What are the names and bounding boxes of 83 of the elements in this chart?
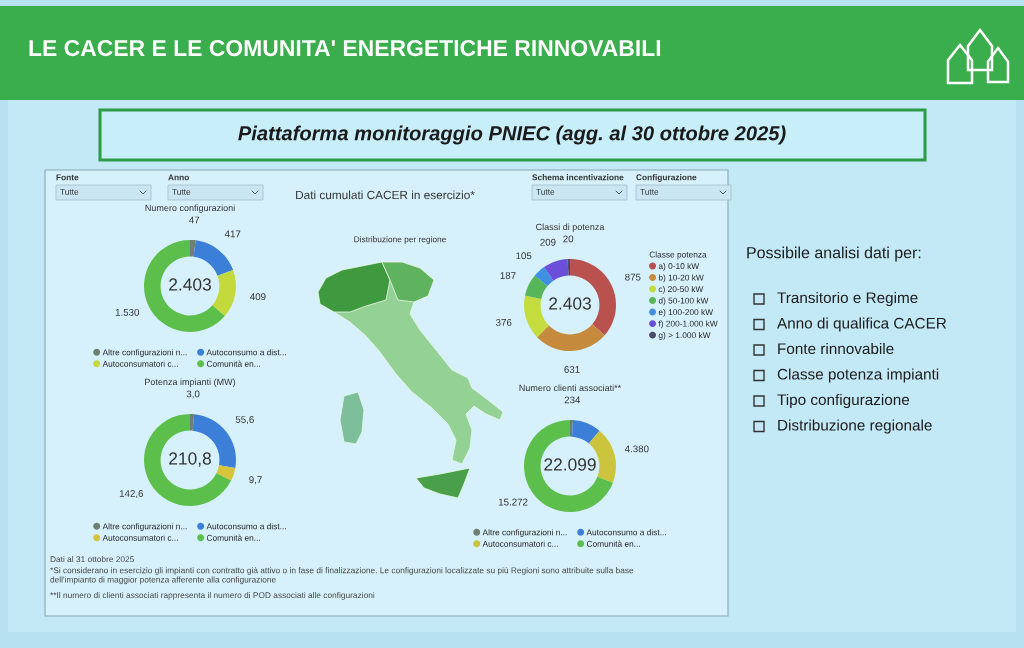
text: Piattaforma monitoraggio PNIEC (agg. al 30 ottobre 2025) — [238, 125, 786, 145]
legend-label: Autoconsumatori c... — [102, 534, 178, 541]
text: 210,8 — [169, 452, 211, 467]
text: Possibile analisi dati per: — [747, 246, 921, 262]
text: Anno — [168, 174, 189, 181]
legend-label: Autoconsumo a dist... — [586, 529, 666, 536]
donut-slice — [524, 295, 549, 338]
data-label: 105 — [516, 252, 532, 260]
donut-slice — [190, 414, 195, 431]
legend-label: Autoconsumatori c... — [482, 540, 558, 547]
legend-label: b) 10-20 kW — [658, 274, 704, 283]
data-label: 9,7 — [249, 476, 262, 485]
legend-label: g) > 1.000 kW — [658, 332, 711, 340]
chart-title: Potenza impianti (MW) — [145, 378, 236, 387]
legend-label: Altre configurazioni n... — [102, 349, 187, 357]
text: *Si considerano in esercizio gli impianti con contratto già attivo o in fase di finalizzazione. Le configurazioni localizzate su più Regioni sono attribuite sulla base dell'impianto di maggior potenza afferente alla configurazione — [50, 567, 634, 585]
text: Dati al 31 ottobre 2025 — [50, 556, 134, 563]
donut-slice — [567, 259, 570, 276]
legend-label: Comunità en... — [586, 540, 640, 547]
text: Dati cumulati CACER in esercizio* — [296, 190, 475, 200]
legend-label: f) 200-1.000 kW — [658, 320, 718, 329]
text: Schema incentivazione — [532, 174, 624, 181]
donut-slice — [537, 324, 605, 351]
text: **Il numero di clienti associati rappresenta il numero di POD associati alle configurazioni — [50, 592, 375, 600]
data-label: 3,0 — [186, 390, 200, 399]
chart-title: Numero clienti associati** — [519, 384, 622, 392]
data-label: 376 — [496, 318, 512, 326]
data-label: 15.272 — [498, 498, 528, 506]
data-label: 631 — [564, 366, 580, 373]
legend-label: Comunità en... — [206, 534, 260, 541]
data-label: 234 — [564, 396, 581, 404]
text: Anno di qualifica CACER — [777, 317, 947, 332]
text: 2.403 — [169, 278, 211, 291]
text: 2.403 — [549, 297, 591, 310]
text: Tutte — [60, 188, 79, 195]
data-label: 47 — [189, 216, 200, 224]
donut-slice — [216, 465, 236, 481]
data-label: 187 — [500, 272, 516, 280]
legend-label: c) 20-50 kW — [658, 285, 704, 294]
donut-slice — [525, 275, 548, 299]
donut-slice — [570, 420, 574, 437]
legend-label: Autoconsumatori c... — [102, 360, 178, 367]
text: Tipo configurazione — [777, 393, 910, 409]
legend-label: Autoconsumo a dist... — [206, 349, 286, 356]
legend-label: e) 100-200 kW — [658, 308, 714, 317]
donut-slice — [193, 240, 234, 276]
data-label: 875 — [625, 273, 641, 281]
text: Distribuzione per regione — [354, 236, 446, 244]
legend-label: Comunità en... — [206, 360, 260, 367]
donut-slice — [144, 414, 232, 506]
legend-label: d) 50-100 kW — [658, 297, 709, 306]
donut-slice — [190, 240, 196, 257]
text: Tutte — [172, 188, 191, 195]
legend-label: Altre configurazioni n... — [102, 523, 187, 531]
data-label: 209 — [540, 238, 556, 246]
text: Tutte — [640, 188, 659, 195]
data-label: 142,6 — [119, 490, 144, 499]
legend-title: Classe potenza — [649, 251, 707, 260]
chart-title: Classi di potenza — [536, 223, 605, 232]
legend-label: a) 0-10 kW — [658, 262, 700, 271]
donut-slice — [144, 240, 225, 332]
legend-label: Autoconsumo a dist... — [206, 523, 286, 530]
donut-slice — [571, 420, 600, 444]
text: Distribuzione regionale — [778, 419, 932, 434]
data-label: 20 — [563, 235, 574, 243]
text: Classe potenza impianti — [777, 368, 939, 383]
donut-slice — [212, 269, 236, 317]
donut-slice — [544, 259, 569, 281]
data-label: 1.530 — [115, 308, 140, 316]
text: Transitorio e Regime — [777, 291, 918, 307]
data-label: 417 — [224, 230, 241, 238]
chart-title: Numero configurazioni — [145, 204, 235, 213]
text: LE CACER E LE COMUNITA' ENERGETICHE RINNOVABILI — [29, 39, 661, 57]
text: Tutte — [536, 188, 555, 195]
text: Fonte — [56, 174, 79, 181]
text: Configurazione — [636, 174, 697, 182]
text: 22.099 — [544, 458, 596, 471]
data-label: 409 — [250, 293, 266, 301]
data-label: 4.380 — [624, 445, 649, 453]
source-note: Fonte rinnovabile — [778, 342, 894, 355]
data-label: 55,6 — [235, 416, 254, 425]
legend-label: Altre configurazioni n... — [482, 529, 567, 537]
donut-slice — [534, 267, 554, 287]
